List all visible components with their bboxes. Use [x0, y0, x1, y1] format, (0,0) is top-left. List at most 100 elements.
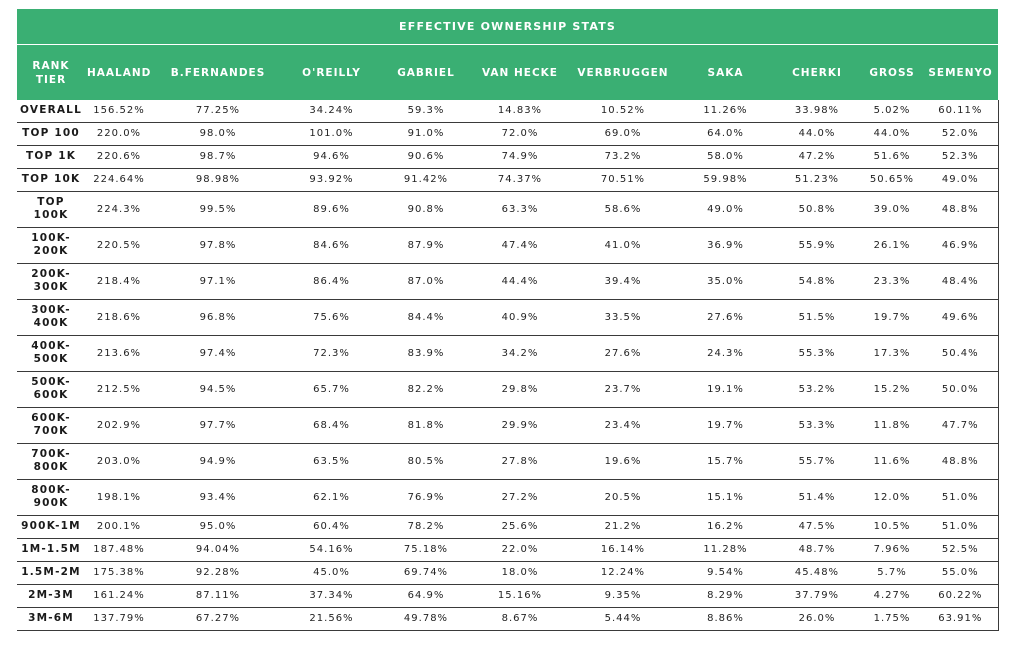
ownership-value-cell: 29.9% — [472, 407, 568, 444]
ownership-value-cell: 97.4% — [153, 335, 283, 372]
ownership-value-cell: 40.9% — [472, 299, 568, 336]
ownership-value-cell: 212.5% — [85, 371, 153, 408]
ownership-value-cell: 55.0% — [923, 561, 999, 585]
ownership-value-cell: 27.6% — [678, 299, 773, 336]
ownership-value-cell: 69.0% — [568, 122, 678, 146]
ownership-value-cell: 50.65% — [861, 168, 923, 192]
ownership-value-cell: 75.6% — [283, 299, 380, 336]
rank-tier-cell: TOP 10K — [17, 168, 85, 192]
ownership-value-cell: 34.24% — [283, 100, 380, 123]
column-header-player: O'REILLY — [283, 44, 380, 100]
column-header-player: VERBRUGGEN — [568, 44, 678, 100]
ownership-value-cell: 11.6% — [861, 443, 923, 480]
ownership-value-cell: 93.92% — [283, 168, 380, 192]
ownership-value-cell: 156.52% — [85, 100, 153, 123]
column-header-player: VAN HECKE — [472, 44, 568, 100]
ownership-value-cell: 8.67% — [472, 607, 568, 631]
rank-tier-cell: 600K-700K — [17, 407, 85, 444]
ownership-value-cell: 17.3% — [861, 335, 923, 372]
rank-tier-cell: TOP 1K — [17, 145, 85, 169]
ownership-value-cell: 18.0% — [472, 561, 568, 585]
ownership-value-cell: 82.2% — [380, 371, 472, 408]
ownership-value-cell: 12.0% — [861, 479, 923, 516]
ownership-value-cell: 51.5% — [773, 299, 861, 336]
ownership-value-cell: 24.3% — [678, 335, 773, 372]
ownership-value-cell: 99.5% — [153, 191, 283, 228]
ownership-value-cell: 48.4% — [923, 263, 999, 300]
table-row: 600K-700K 202.9% 97.7% 68.4% 81.8% 29.9% 23.4%… — [17, 407, 999, 444]
rank-tier-cell: 3M-6M — [17, 607, 85, 631]
ownership-value-cell: 7.96% — [861, 538, 923, 562]
table-row: 700K-800K 203.0% 94.9% 63.5% 80.5% 27.8% 19.6%… — [17, 443, 999, 480]
ownership-value-cell: 45.0% — [283, 561, 380, 585]
ownership-value-cell: 218.4% — [85, 263, 153, 300]
ownership-value-cell: 97.1% — [153, 263, 283, 300]
ownership-value-cell: 224.64% — [85, 168, 153, 192]
column-header-player: GROSS — [861, 44, 923, 100]
ownership-value-cell: 58.6% — [568, 191, 678, 228]
ownership-value-cell: 51.23% — [773, 168, 861, 192]
ownership-value-cell: 9.35% — [568, 584, 678, 608]
ownership-value-cell: 84.4% — [380, 299, 472, 336]
ownership-value-cell: 19.7% — [861, 299, 923, 336]
table-row: 100K-200K 220.5% 97.8% 84.6% 87.9% 47.4% 41.0%… — [17, 227, 999, 264]
ownership-value-cell: 37.34% — [283, 584, 380, 608]
rank-tier-cell: TOP 100K — [17, 191, 85, 228]
ownership-value-cell: 10.5% — [861, 515, 923, 539]
ownership-value-cell: 63.3% — [472, 191, 568, 228]
ownership-value-cell: 11.8% — [861, 407, 923, 444]
ownership-value-cell: 50.0% — [923, 371, 999, 408]
ownership-value-cell: 55.3% — [773, 335, 861, 372]
ownership-value-cell: 94.9% — [153, 443, 283, 480]
ownership-value-cell: 224.3% — [85, 191, 153, 228]
ownership-value-cell: 48.8% — [923, 191, 999, 228]
ownership-value-cell: 75.18% — [380, 538, 472, 562]
ownership-value-cell: 80.5% — [380, 443, 472, 480]
ownership-value-cell: 16.14% — [568, 538, 678, 562]
ownership-value-cell: 84.6% — [283, 227, 380, 264]
table-row: 400K-500K 213.6% 97.4% 72.3% 83.9% 34.2% 27.6%… — [17, 335, 999, 372]
ownership-value-cell: 55.9% — [773, 227, 861, 264]
ownership-value-cell: 218.6% — [85, 299, 153, 336]
ownership-value-cell: 51.6% — [861, 145, 923, 169]
ownership-value-cell: 203.0% — [85, 443, 153, 480]
ownership-value-cell: 33.5% — [568, 299, 678, 336]
table-row: 500K-600K 212.5% 94.5% 65.7% 82.2% 29.8% 23.7%… — [17, 371, 999, 408]
ownership-value-cell: 86.4% — [283, 263, 380, 300]
ownership-value-cell: 54.8% — [773, 263, 861, 300]
ownership-value-cell: 16.2% — [678, 515, 773, 539]
rank-tier-cell: 1.5M-2M — [17, 561, 85, 585]
ownership-value-cell: 12.24% — [568, 561, 678, 585]
ownership-value-cell: 74.37% — [472, 168, 568, 192]
ownership-value-cell: 49.0% — [923, 168, 999, 192]
ownership-value-cell: 60.11% — [923, 100, 999, 123]
ownership-value-cell: 60.4% — [283, 515, 380, 539]
title-row: EFFECTIVE OWNERSHIP STATS — [17, 9, 999, 45]
ownership-value-cell: 54.16% — [283, 538, 380, 562]
rank-tier-cell: 700K-800K — [17, 443, 85, 480]
table-row: 1M-1.5M 187.48% 94.04% 54.16% 75.18% 22.0% 16.… — [17, 538, 999, 562]
ownership-value-cell: 5.7% — [861, 561, 923, 585]
ownership-value-cell: 19.6% — [568, 443, 678, 480]
ownership-value-cell: 19.1% — [678, 371, 773, 408]
ownership-value-cell: 65.7% — [283, 371, 380, 408]
ownership-value-cell: 45.48% — [773, 561, 861, 585]
ownership-value-cell: 34.2% — [472, 335, 568, 372]
table-row: 1.5M-2M 175.38% 92.28% 45.0% 69.74% 18.0% 12.2… — [17, 561, 999, 585]
rank-tier-cell: 900K-1M — [17, 515, 85, 539]
ownership-value-cell: 97.7% — [153, 407, 283, 444]
ownership-value-cell: 11.26% — [678, 100, 773, 123]
ownership-value-cell: 62.1% — [283, 479, 380, 516]
ownership-value-cell: 90.8% — [380, 191, 472, 228]
ownership-value-cell: 59.3% — [380, 100, 472, 123]
table-row: 900K-1M 200.1% 95.0% 60.4% 78.2% 25.6% 21.2% 16… — [17, 515, 999, 539]
ownership-value-cell: 47.4% — [472, 227, 568, 264]
ownership-value-cell: 15.1% — [678, 479, 773, 516]
ownership-value-cell: 4.27% — [861, 584, 923, 608]
column-header-rank-tier: RANK TIER — [17, 44, 85, 100]
ownership-value-cell: 44.0% — [773, 122, 861, 146]
ownership-value-cell: 11.28% — [678, 538, 773, 562]
ownership-value-cell: 94.6% — [283, 145, 380, 169]
ownership-value-cell: 47.5% — [773, 515, 861, 539]
ownership-value-cell: 39.4% — [568, 263, 678, 300]
